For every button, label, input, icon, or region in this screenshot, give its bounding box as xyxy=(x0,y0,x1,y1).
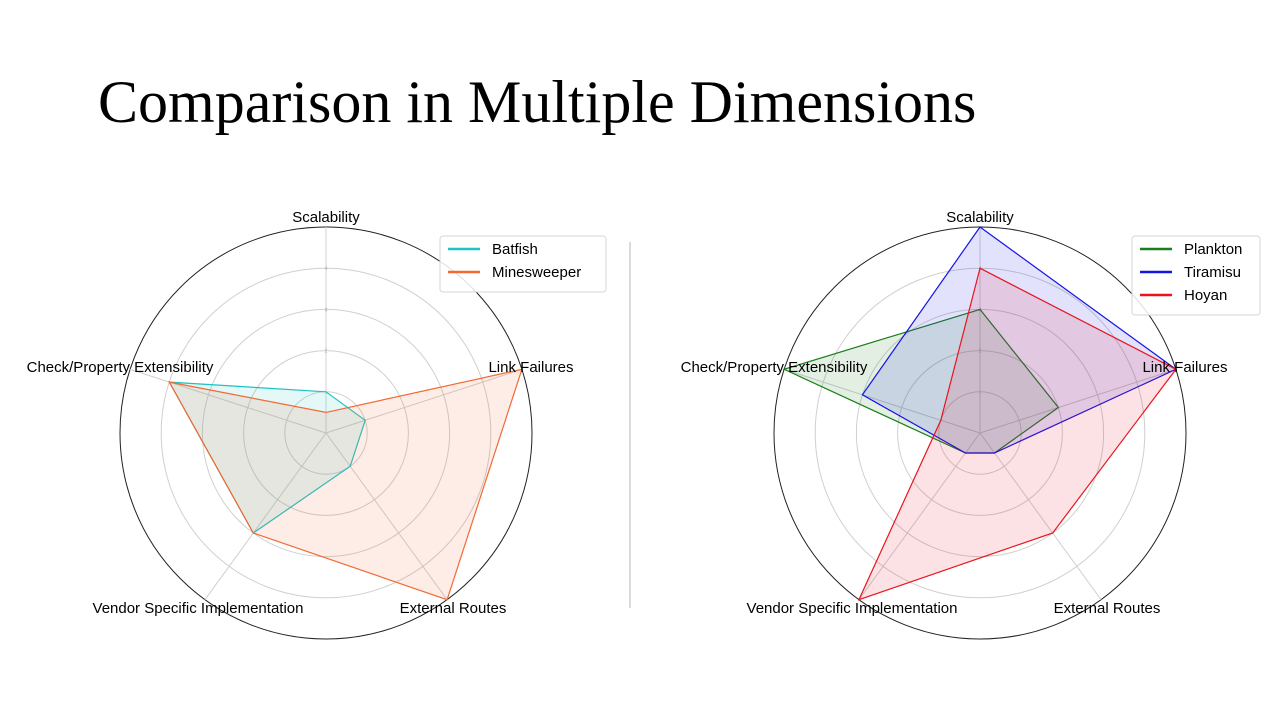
axis-label-scalability: Scalability xyxy=(946,209,1014,226)
legend-label-batfish: Batfish xyxy=(492,241,538,258)
legend-frame xyxy=(439,235,607,293)
spoke-vendor-specific-implementation xyxy=(858,432,981,600)
spoke-link-failures xyxy=(979,368,1177,434)
series-tiramisu-polygon xyxy=(861,226,1178,454)
axis-label-external-routes: External Routes xyxy=(400,600,507,617)
spoke-vendor-specific-implementation xyxy=(204,432,327,600)
axis-label-link-failures: Link Failures xyxy=(1142,359,1227,376)
spoke-external-routes xyxy=(979,432,1102,600)
axis-label-check-property-extensibility: Check/Property Extensibility xyxy=(27,359,214,376)
spoke-external-routes xyxy=(325,432,448,600)
axis-label-check-property-extensibility: Check/Property Extensibility xyxy=(681,359,868,376)
axis-label-vendor-specific-implementation: Vendor Specific Implementation xyxy=(747,600,958,617)
legend-label-plankton: Plankton xyxy=(1184,241,1242,258)
axis-label-vendor-specific-implementation: Vendor Specific Implementation xyxy=(93,600,304,617)
spoke-check-property-extensibility xyxy=(129,368,327,434)
spoke-link-failures xyxy=(325,368,523,434)
legend-label-tiramisu: Tiramisu xyxy=(1184,264,1241,281)
axis-label-link-failures: Link Failures xyxy=(488,359,573,376)
series-hoyan-polygon xyxy=(857,267,1177,601)
axis-label-scalability: Scalability xyxy=(292,209,360,226)
legend-label-minesweeper: Minesweeper xyxy=(492,264,581,281)
series-batfish-polygon xyxy=(168,381,366,534)
legend: Batfish Minesweeper xyxy=(439,235,607,293)
series-minesweeper-polygon xyxy=(168,368,523,601)
legend-label-hoyan: Hoyan xyxy=(1184,287,1227,304)
slide-title: Comparison in Multiple Dimensions xyxy=(98,69,977,135)
spoke-check-property-extensibility xyxy=(783,368,981,434)
axis-label-external-routes: External Routes xyxy=(1054,600,1161,617)
legend: Plankton Tiramisu Hoyan xyxy=(1131,235,1261,316)
